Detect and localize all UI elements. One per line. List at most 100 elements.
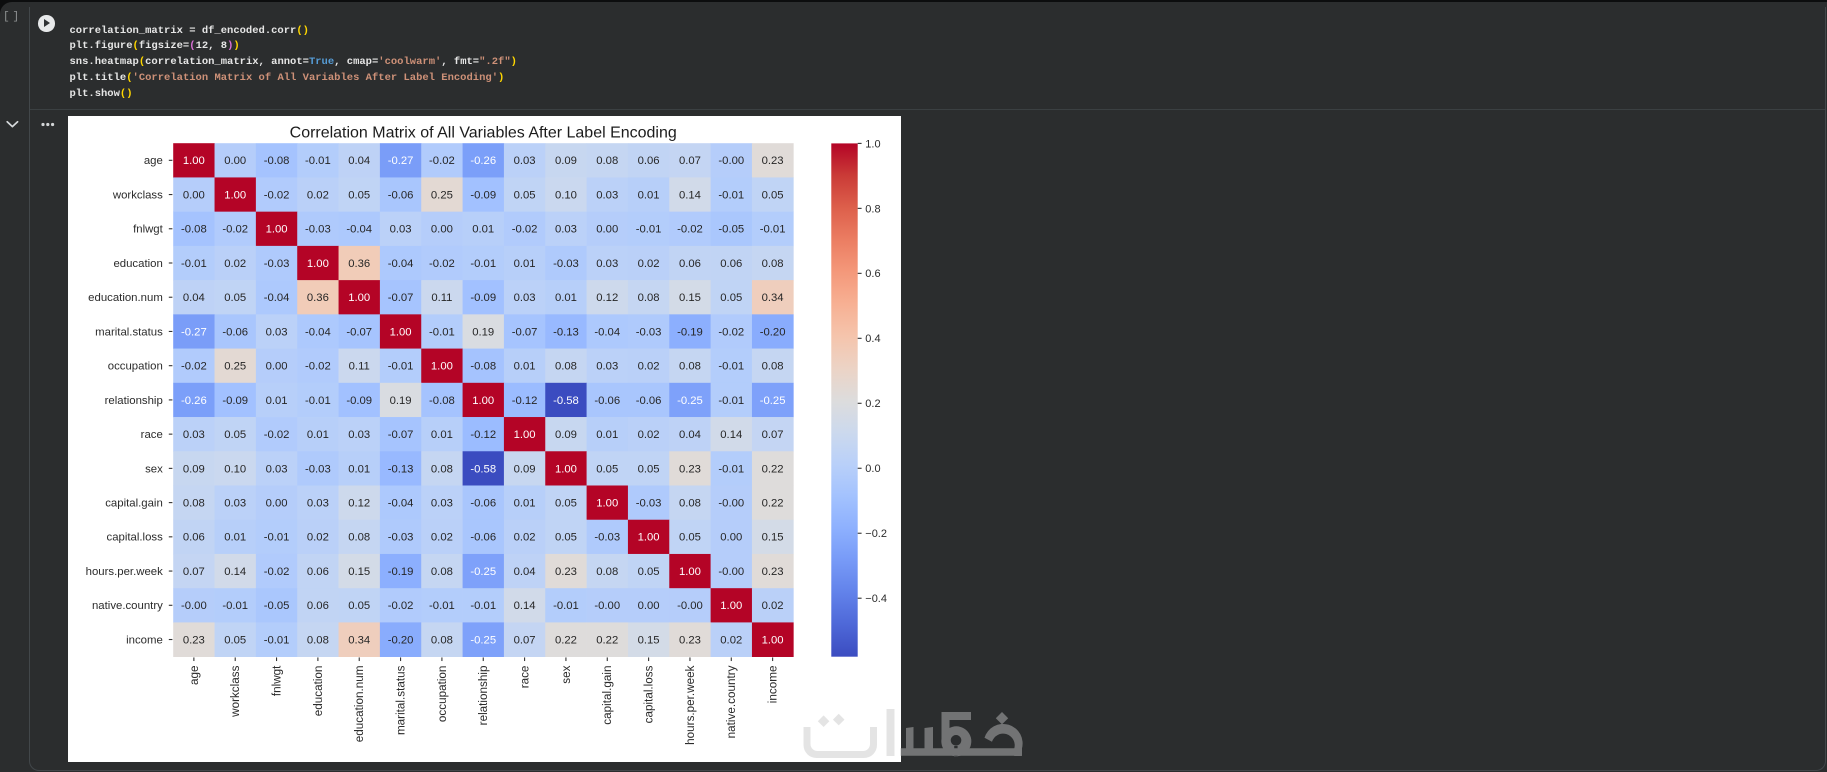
svg-text:race: race xyxy=(140,429,162,441)
svg-text:-0.03: -0.03 xyxy=(263,258,289,270)
svg-text:1.00: 1.00 xyxy=(761,634,783,646)
svg-text:0.08: 0.08 xyxy=(431,463,453,475)
svg-text:1.00: 1.00 xyxy=(348,292,370,304)
svg-text:0.22: 0.22 xyxy=(761,463,783,475)
svg-text:-0.27: -0.27 xyxy=(387,155,413,167)
svg-text:-0.02: -0.02 xyxy=(305,360,331,372)
svg-text:0.05: 0.05 xyxy=(720,292,742,304)
svg-text:occupation: occupation xyxy=(435,665,448,722)
svg-text:-0.00: -0.00 xyxy=(594,600,620,612)
svg-text:0.05: 0.05 xyxy=(596,463,618,475)
svg-text:capital.loss: capital.loss xyxy=(642,665,655,723)
svg-text:0.03: 0.03 xyxy=(224,497,246,509)
svg-text:-0.05: -0.05 xyxy=(718,224,744,236)
svg-text:0.25: 0.25 xyxy=(224,360,246,372)
svg-text:-0.27: -0.27 xyxy=(181,326,207,338)
svg-text:0.05: 0.05 xyxy=(555,497,577,509)
svg-text:0.03: 0.03 xyxy=(182,429,204,441)
svg-text:-0.01: -0.01 xyxy=(222,600,248,612)
svg-text:0.07: 0.07 xyxy=(679,155,701,167)
svg-text:1.00: 1.00 xyxy=(555,463,577,475)
svg-text:-0.01: -0.01 xyxy=(718,360,744,372)
svg-text:0.36: 0.36 xyxy=(348,258,370,270)
svg-text:0.22: 0.22 xyxy=(596,634,618,646)
svg-text:-0.01: -0.01 xyxy=(263,532,289,544)
svg-text:0.03: 0.03 xyxy=(596,258,618,270)
svg-text:0.09: 0.09 xyxy=(513,463,535,475)
svg-text:0.05: 0.05 xyxy=(224,292,246,304)
svg-text:-0.04: -0.04 xyxy=(387,258,413,270)
svg-text:fnlwgt: fnlwgt xyxy=(133,224,164,236)
svg-text:-0.01: -0.01 xyxy=(470,600,496,612)
svg-text:0.34: 0.34 xyxy=(348,634,370,646)
svg-text:0.07: 0.07 xyxy=(182,566,204,578)
svg-text:0.14: 0.14 xyxy=(720,429,742,441)
svg-text:-0.58: -0.58 xyxy=(553,395,579,407)
svg-text:1.00: 1.00 xyxy=(307,258,329,270)
svg-text:0.05: 0.05 xyxy=(348,600,370,612)
svg-text:1.00: 1.00 xyxy=(720,600,742,612)
svg-text:0.04: 0.04 xyxy=(513,566,535,578)
svg-text:0.10: 0.10 xyxy=(224,463,246,475)
svg-text:-0.01: -0.01 xyxy=(181,258,207,270)
svg-text:-0.02: -0.02 xyxy=(511,224,537,236)
svg-text:0.07: 0.07 xyxy=(513,634,535,646)
svg-text:0.03: 0.03 xyxy=(513,155,535,167)
svg-text:-0.08: -0.08 xyxy=(181,224,207,236)
svg-text:−0.4: −0.4 xyxy=(865,593,887,605)
svg-text:0.00: 0.00 xyxy=(431,224,453,236)
svg-text:-0.19: -0.19 xyxy=(387,566,413,578)
svg-text:-0.19: -0.19 xyxy=(677,326,703,338)
svg-text:-0.13: -0.13 xyxy=(387,463,413,475)
svg-text:0.14: 0.14 xyxy=(224,566,246,578)
svg-text:education: education xyxy=(113,258,162,270)
svg-text:0.01: 0.01 xyxy=(348,463,370,475)
svg-text:0.07: 0.07 xyxy=(761,429,783,441)
svg-text:1.00: 1.00 xyxy=(265,224,287,236)
svg-text:-0.03: -0.03 xyxy=(594,532,620,544)
svg-text:-0.06: -0.06 xyxy=(470,497,496,509)
svg-text:0.19: 0.19 xyxy=(472,326,494,338)
svg-text:income: income xyxy=(766,665,779,703)
svg-text:-0.02: -0.02 xyxy=(387,600,413,612)
svg-text:-0.06: -0.06 xyxy=(222,326,248,338)
svg-text:0.11: 0.11 xyxy=(431,292,452,304)
svg-text:capital.gain: capital.gain xyxy=(105,497,163,509)
svg-text:0.00: 0.00 xyxy=(265,497,287,509)
svg-text:0.05: 0.05 xyxy=(224,429,246,441)
svg-text:0.00: 0.00 xyxy=(224,155,246,167)
svg-text:0.00: 0.00 xyxy=(637,600,659,612)
svg-text:0.02: 0.02 xyxy=(431,532,453,544)
svg-text:-0.25: -0.25 xyxy=(677,395,703,407)
svg-text:0.19: 0.19 xyxy=(389,395,411,407)
svg-text:0.03: 0.03 xyxy=(431,497,453,509)
svg-text:-0.06: -0.06 xyxy=(594,395,620,407)
svg-text:-0.04: -0.04 xyxy=(346,224,372,236)
svg-text:0.03: 0.03 xyxy=(265,326,287,338)
svg-text:0.14: 0.14 xyxy=(513,600,535,612)
svg-text:0.08: 0.08 xyxy=(679,360,701,372)
svg-text:0.14: 0.14 xyxy=(679,189,701,201)
svg-text:-0.00: -0.00 xyxy=(718,155,744,167)
svg-text:-0.01: -0.01 xyxy=(429,326,455,338)
svg-text:-0.58: -0.58 xyxy=(470,463,496,475)
svg-text:-0.07: -0.07 xyxy=(511,326,537,338)
svg-text:0.09: 0.09 xyxy=(555,429,577,441)
svg-text:-0.01: -0.01 xyxy=(635,224,661,236)
svg-text:1.00: 1.00 xyxy=(679,566,701,578)
svg-text:−0.2: −0.2 xyxy=(865,528,887,540)
svg-text:-0.01: -0.01 xyxy=(263,634,289,646)
svg-text:0.6: 0.6 xyxy=(865,268,880,280)
svg-text:0.12: 0.12 xyxy=(596,292,618,304)
svg-text:-0.00: -0.00 xyxy=(677,600,703,612)
svg-text:0.15: 0.15 xyxy=(637,634,659,646)
svg-text:0.09: 0.09 xyxy=(182,463,204,475)
svg-text:0.00: 0.00 xyxy=(265,360,287,372)
svg-text:1.0: 1.0 xyxy=(865,138,880,150)
svg-text:-0.03: -0.03 xyxy=(635,497,661,509)
svg-text:0.02: 0.02 xyxy=(513,532,535,544)
svg-text:-0.01: -0.01 xyxy=(470,258,496,270)
svg-text:0.04: 0.04 xyxy=(182,292,204,304)
svg-text:-0.03: -0.03 xyxy=(305,463,331,475)
svg-text:-0.06: -0.06 xyxy=(387,189,413,201)
